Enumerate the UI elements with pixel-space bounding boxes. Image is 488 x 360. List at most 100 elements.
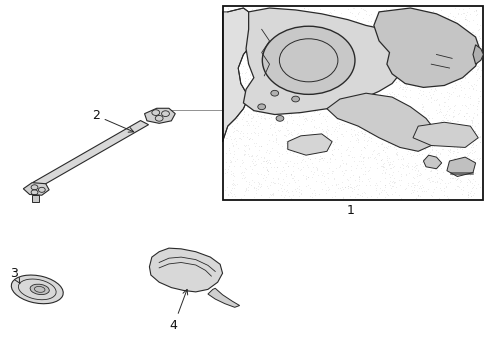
Point: [461, 17, 469, 22]
Point: [345, 41, 352, 47]
Point: [251, 143, 259, 148]
Point: [431, 87, 439, 93]
Point: [248, 113, 256, 118]
Point: [421, 115, 428, 121]
Point: [371, 57, 379, 63]
Point: [264, 131, 272, 137]
Point: [262, 79, 269, 85]
Point: [447, 139, 455, 145]
Point: [241, 178, 249, 184]
Point: [445, 146, 452, 152]
Point: [283, 182, 290, 188]
Point: [462, 153, 470, 159]
Point: [407, 32, 415, 37]
Point: [331, 182, 339, 188]
Point: [260, 69, 267, 75]
Point: [256, 65, 264, 71]
Point: [386, 174, 393, 180]
Point: [272, 99, 280, 105]
Point: [267, 114, 275, 120]
Point: [325, 21, 333, 27]
Point: [382, 144, 389, 150]
Point: [235, 73, 243, 79]
Point: [379, 144, 387, 150]
Point: [379, 188, 387, 193]
Point: [324, 127, 332, 133]
Point: [432, 126, 440, 132]
Point: [268, 180, 276, 185]
Point: [471, 8, 479, 14]
Point: [232, 157, 240, 162]
Point: [347, 115, 355, 121]
Point: [464, 194, 471, 199]
Point: [345, 139, 353, 144]
Point: [362, 108, 369, 113]
Point: [425, 160, 433, 166]
Point: [444, 78, 452, 84]
Point: [410, 167, 418, 173]
Point: [271, 58, 279, 64]
Text: 2: 2: [92, 109, 133, 132]
Point: [374, 67, 382, 73]
Point: [445, 148, 452, 154]
Point: [296, 22, 304, 28]
Point: [415, 121, 423, 126]
Point: [363, 138, 370, 144]
Point: [307, 190, 315, 195]
Point: [298, 17, 306, 23]
Point: [227, 60, 235, 66]
Point: [230, 80, 238, 86]
Point: [291, 58, 299, 64]
Point: [467, 51, 475, 57]
Point: [254, 132, 262, 138]
Point: [382, 111, 390, 116]
Point: [396, 31, 404, 37]
Point: [385, 91, 393, 97]
Point: [472, 66, 480, 72]
Point: [436, 176, 444, 181]
Point: [351, 81, 359, 87]
Point: [376, 10, 384, 16]
Point: [387, 47, 395, 53]
Point: [357, 158, 365, 163]
Point: [305, 157, 313, 162]
Point: [402, 95, 409, 100]
Point: [247, 85, 255, 90]
Point: [427, 16, 435, 22]
Point: [301, 85, 309, 91]
Point: [299, 129, 307, 134]
Point: [338, 160, 346, 166]
Point: [255, 34, 263, 40]
Point: [371, 188, 379, 193]
Point: [467, 136, 475, 141]
Point: [395, 12, 403, 18]
Point: [474, 43, 482, 49]
Point: [316, 63, 324, 69]
Point: [407, 120, 414, 126]
Point: [460, 91, 468, 97]
Point: [431, 151, 439, 157]
Point: [385, 127, 393, 133]
Point: [227, 114, 235, 120]
Point: [290, 137, 298, 143]
Point: [390, 36, 398, 42]
Point: [227, 181, 235, 186]
Point: [347, 10, 355, 16]
Point: [367, 193, 375, 199]
Point: [304, 68, 312, 73]
Point: [428, 178, 436, 184]
Point: [229, 129, 237, 135]
Point: [467, 51, 474, 57]
Point: [407, 57, 414, 62]
Point: [402, 162, 409, 168]
Point: [265, 194, 273, 200]
Point: [304, 155, 311, 161]
Point: [339, 172, 346, 178]
Point: [273, 38, 281, 44]
Point: [387, 183, 395, 189]
Point: [410, 123, 418, 129]
Point: [346, 47, 353, 53]
Point: [427, 143, 435, 148]
Point: [399, 165, 407, 171]
Point: [354, 119, 362, 125]
